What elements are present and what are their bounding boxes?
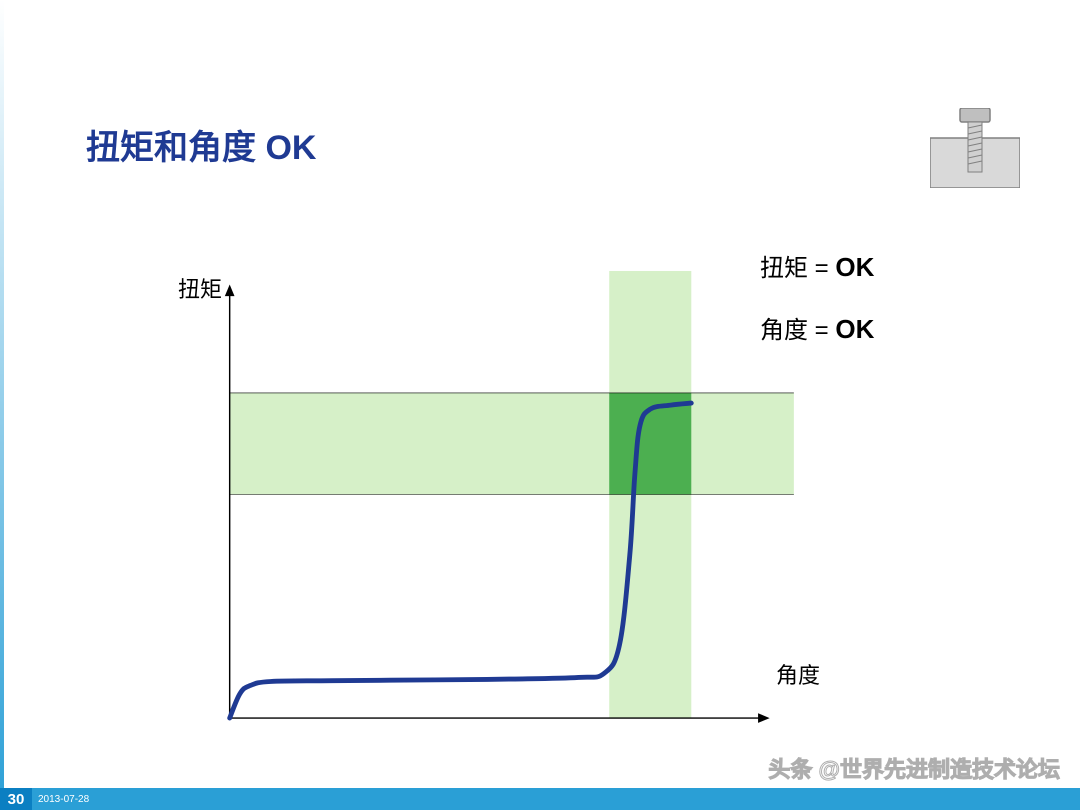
- bolt-icon: [930, 108, 1020, 188]
- status-angle: 角度 = OK: [760, 310, 874, 345]
- status-torque-value: OK: [835, 252, 874, 282]
- status-angle-label: 角度 =: [760, 317, 835, 344]
- footer-date: 2013-07-28: [32, 788, 1080, 810]
- footer-bar: 30 2013-07-28: [0, 788, 1080, 810]
- status-torque: 扭矩 = OK: [760, 248, 874, 283]
- watermark-text: 头条 @世界先进制造技术论坛: [768, 752, 1060, 784]
- x-axis-label: 角度: [776, 658, 820, 690]
- status-torque-label: 扭矩 =: [760, 255, 835, 282]
- left-accent-stripe: [0, 0, 4, 810]
- torque-angle-chart: [220, 280, 750, 700]
- y-axis-label: 扭矩: [178, 272, 222, 304]
- page-number: 30: [0, 788, 32, 810]
- slide-title: 扭矩和角度 OK: [86, 120, 316, 169]
- status-angle-value: OK: [835, 314, 874, 344]
